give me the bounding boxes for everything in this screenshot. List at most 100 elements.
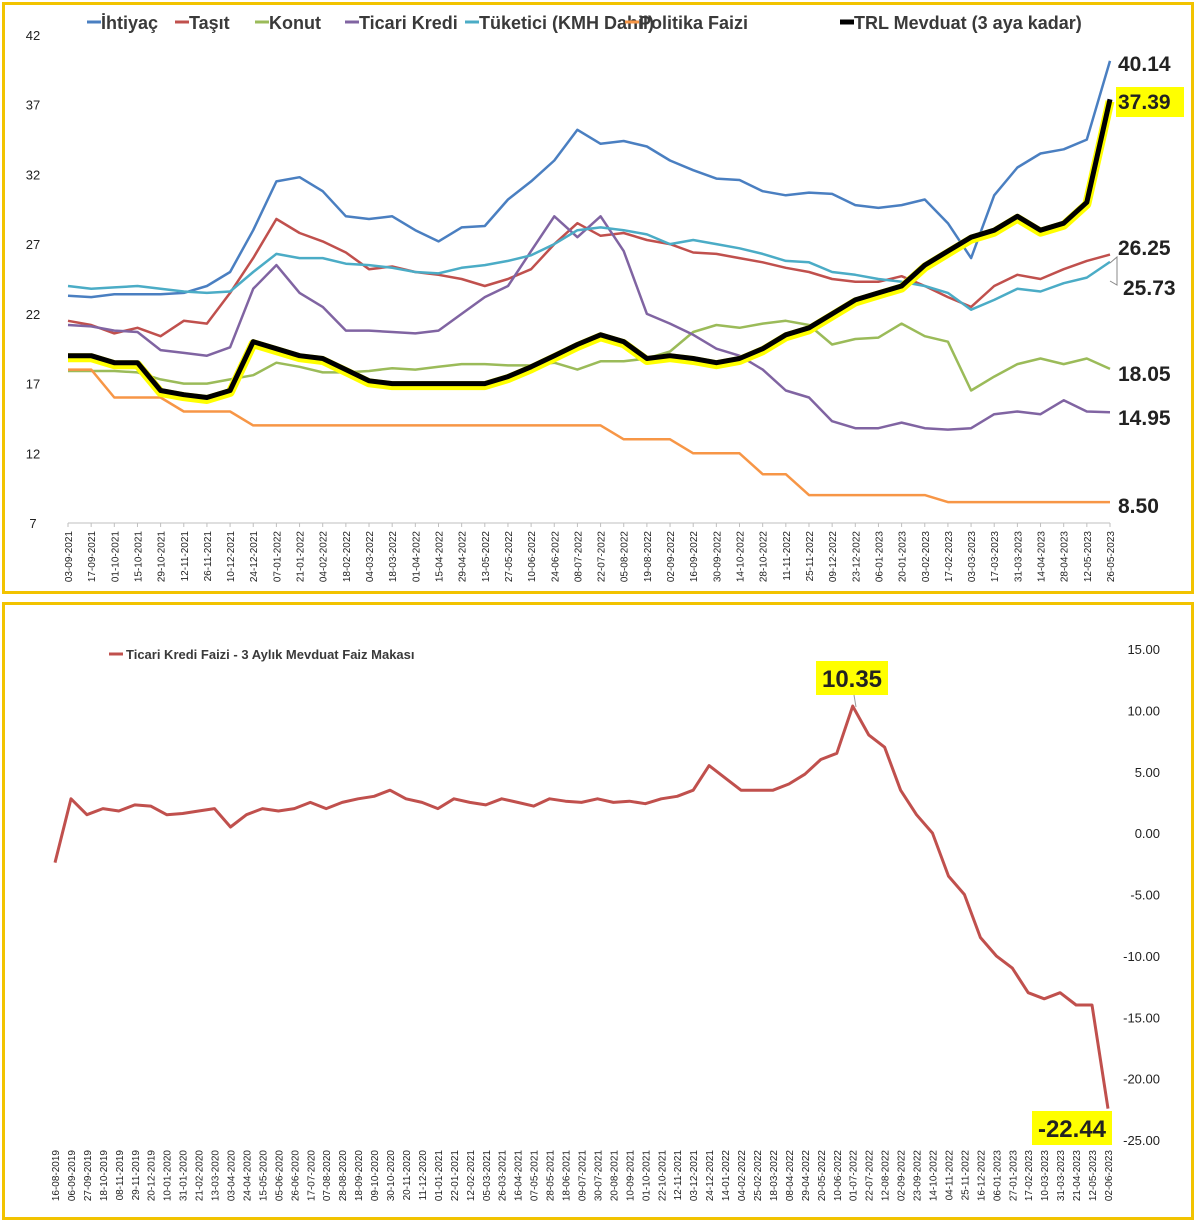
end-label-tuketici: 25.73	[1123, 277, 1176, 300]
legend-label-ihtiyac: İhtiyaç	[101, 13, 158, 33]
x-tick-label: 12-11-2021	[180, 531, 191, 582]
x-tick-label: 18-10-2019	[99, 1150, 110, 1202]
x-tick-label: 31-01-2020	[179, 1150, 190, 1202]
x-tick-label: 20-01-2023	[898, 531, 909, 583]
x-tick-label: 11-12-2020	[418, 1150, 429, 1201]
x-tick-label: 22-10-2021	[657, 1150, 668, 1202]
x-tick-label: 25-02-2022	[753, 1150, 764, 1202]
x-tick-label: 04-02-2022	[737, 1150, 748, 1202]
end-label-konut: 18.05	[1118, 363, 1171, 386]
x-tick-label: 29-10-2021	[157, 531, 168, 583]
spread-chart-panel: 15.00 10.00 5.00 0.00 -5.00 -10.00 -15.00 -20.0…	[2, 602, 1194, 1220]
x-tick-label: 07-08-2020	[322, 1150, 333, 1202]
x-tick-label: 16-12-2022	[976, 1150, 987, 1202]
x-tick-label: 06-01-2023	[874, 531, 885, 583]
x-tick-label: 28-04-2023	[1060, 531, 1071, 583]
series-line-ihtiyac	[67, 60, 1112, 299]
series-line-ticari	[67, 215, 1111, 431]
x-tick-label: 24-12-2021	[249, 531, 260, 583]
x-tick-label: 29-04-2022	[801, 1150, 812, 1202]
y-tick-label: 17	[26, 377, 40, 392]
end-label: -22.44	[1038, 1116, 1107, 1143]
x-tick-label: 02-06-2023	[1104, 1150, 1115, 1202]
x-tick-label: 06-09-2019	[67, 1150, 78, 1202]
x-tick-label: 17-02-2023	[1024, 1150, 1035, 1202]
x-tick-label: 14-04-2023	[1037, 531, 1048, 583]
x-tick-label: 30-09-2022	[712, 531, 723, 583]
peak-label: 10.35	[822, 666, 882, 693]
x-tick-label: 18-03-2022	[769, 1150, 780, 1202]
x-tick-label: 22-01-2021	[450, 1150, 461, 1202]
x-tick-label: 01-07-2022	[849, 1150, 860, 1202]
legend-label-tasit: Taşıt	[189, 13, 230, 33]
y-tick-label: 10.00	[1127, 703, 1160, 718]
y-tick-label: 37	[26, 98, 40, 113]
x-tick-label: 12-02-2021	[466, 1150, 477, 1202]
x-tick-label: 05-03-2021	[482, 1150, 493, 1202]
x-tick-label: 13-05-2022	[481, 531, 492, 583]
x-tick-label: 03-03-2023	[967, 531, 978, 583]
x-tick-label: 27-09-2019	[83, 1150, 94, 1202]
legend-label-ticari: Ticari Kredi	[359, 13, 458, 33]
x-tick-label: 23-09-2022	[913, 1150, 924, 1202]
x-tick-label: 17-09-2021	[87, 531, 98, 583]
y-tick-label: -20.00	[1123, 1072, 1160, 1087]
x-tick-label: 14-01-2022	[721, 1150, 732, 1202]
x-tick-label: 26-11-2021	[203, 531, 214, 582]
y-tick-label: -10.00	[1123, 949, 1160, 964]
x-tick-label: 15-10-2021	[133, 531, 144, 583]
x-tick-label: 20-12-2019	[147, 1150, 158, 1202]
x-tick-label: 03-04-2020	[227, 1150, 238, 1202]
x-tick-label: 05-06-2020	[274, 1150, 285, 1202]
x-tick-label: 11-11-2022	[782, 531, 793, 581]
series-line-trl	[68, 98, 1113, 400]
x-tick-label: 16-04-2021	[514, 1150, 525, 1202]
x-tick-label: 14-10-2022	[929, 1150, 940, 1202]
x-tick-label: 07-05-2021	[530, 1150, 541, 1202]
x-tick-label: 01-10-2021	[641, 1150, 652, 1202]
x-tick-label: 25-11-2022	[960, 1150, 971, 1201]
end-label-bg-trl	[1116, 87, 1184, 117]
legend-label-spread: Ticari Kredi Faizi - 3 Aylık Mevduat Fai…	[126, 647, 415, 662]
x-tick-label: 03-09-2021	[64, 531, 75, 583]
y-tick-label: -25.00	[1123, 1133, 1160, 1148]
x-tick-label: 31-03-2023	[1013, 531, 1024, 583]
legend-label-trl: TRL Mevduat (3 aya kadar)	[854, 13, 1082, 33]
x-tick-label: 29-11-2019	[131, 1150, 142, 1201]
x-tick-label: 19-08-2022	[643, 531, 654, 583]
spread-line-chart: 15.00 10.00 5.00 0.00 -5.00 -10.00 -15.00 -20.0…	[51, 642, 1160, 1202]
x-tick-label: 04-02-2022	[319, 531, 330, 583]
x-tick-label: 21-02-2020	[195, 1150, 206, 1202]
x-tick-label: 28-08-2020	[338, 1150, 349, 1202]
x-tick-label: 10-03-2023	[1040, 1150, 1051, 1202]
y-tick-label: 0.00	[1135, 826, 1160, 841]
rates-line-chart: 7 12 17 22 27 32 37 42 03-09-2021 17-09-2021 01-10…	[26, 13, 1184, 583]
legend-label-tuketici: Tüketici (KMH Dahil)	[479, 13, 654, 33]
x-tick-label: 26-06-2020	[290, 1150, 301, 1202]
y-tick-label: 5.00	[1135, 765, 1160, 780]
x-tick-label: 29-04-2022	[458, 531, 469, 583]
x-tick-label: 04-11-2022	[944, 1150, 955, 1201]
x-tick-label: 18-02-2022	[342, 531, 353, 583]
x-tick-label: 23-12-2022	[851, 531, 862, 583]
x-tick-label: 15-04-2022	[434, 531, 445, 583]
y-tick-label: 12	[26, 446, 40, 461]
x-tick-label: 25-11-2022	[805, 531, 816, 582]
y-tick-label: -5.00	[1130, 888, 1160, 903]
x-tick-label: 08-11-2019	[115, 1150, 126, 1201]
x-tick-label: 31-03-2023	[1056, 1150, 1067, 1202]
x-tick-label: 28-10-2022	[759, 531, 770, 583]
end-label-trl: 37.39	[1118, 91, 1171, 114]
x-tick-label: 07-01-2022	[272, 531, 283, 583]
x-tick-label: 06-01-2023	[992, 1150, 1003, 1202]
x-tick-label: 03-02-2023	[921, 531, 932, 583]
x-tick-label: 12-11-2021	[673, 1150, 684, 1201]
y-tick-label: 32	[26, 167, 40, 182]
x-tick-label: 30-10-2020	[386, 1150, 397, 1202]
x-tick-label: 12-05-2023	[1083, 531, 1094, 583]
x-tick-label: 16-08-2019	[51, 1150, 62, 1202]
x-tick-label: 17-02-2023	[944, 531, 955, 583]
x-tick-label: 18-09-2020	[354, 1150, 365, 1202]
legend-label-konut: Konut	[269, 13, 321, 33]
x-tick-label: 30-07-2021	[593, 1150, 604, 1202]
